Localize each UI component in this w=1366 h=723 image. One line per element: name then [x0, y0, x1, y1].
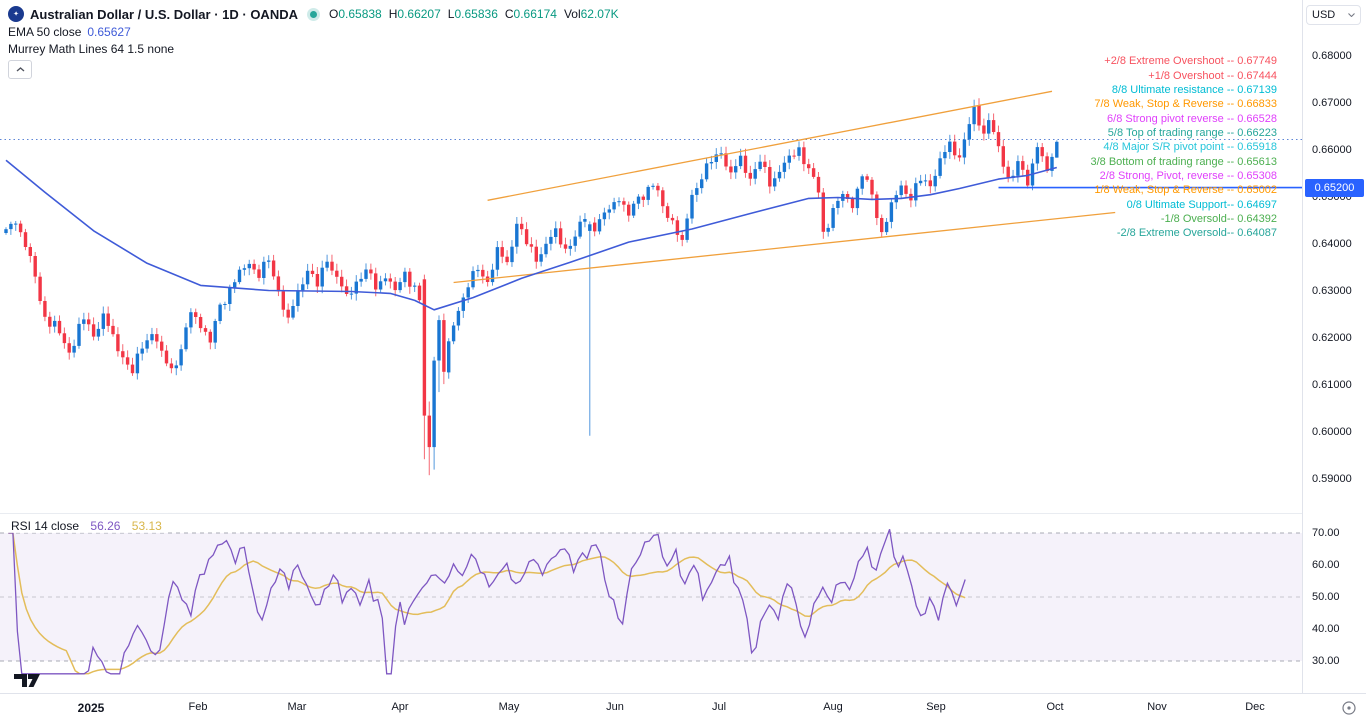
murrey-legend-row[interactable]: Murrey Math Lines 64 1.5 none — [8, 42, 626, 56]
time-label-year: 2025 — [77, 701, 105, 715]
rsi-label: RSI 14 close — [11, 519, 80, 533]
high-value: 0.66207 — [397, 7, 441, 21]
low-value: 0.65836 — [454, 7, 498, 21]
time-label-month: Apr — [391, 701, 409, 713]
murrey-level-label: 4/8 Major S/R pivot point -- 0.65918 — [1103, 141, 1277, 154]
time-label-month: Feb — [188, 701, 208, 713]
murrey-label: Murrey Math Lines 64 1.5 none — [8, 42, 175, 56]
rsi-tick-label: 50.00 — [1312, 591, 1340, 603]
ema-label: EMA 50 close — [8, 25, 82, 39]
ema-legend-row[interactable]: EMA 50 close 0.65627 — [8, 25, 626, 39]
tradingview-logo-icon — [14, 674, 40, 687]
murrey-level-label: 2/8 Strong, Pivot, reverse -- 0.65308 — [1099, 170, 1277, 183]
open-value: 0.65838 — [338, 7, 382, 21]
price-tick-label: 0.68000 — [1312, 50, 1352, 62]
legend: ✦ Australian Dollar / U.S. Dollar · 1D ·… — [8, 6, 626, 79]
close-value: 0.66174 — [513, 7, 557, 21]
murrey-level-label: 8/8 Ultimate resistance -- 0.67139 — [1111, 83, 1277, 96]
aud-flag-icon: ✦ — [8, 6, 24, 22]
close-label: C — [504, 7, 514, 21]
rsi-tick-label: 30.00 — [1312, 655, 1340, 667]
high-label: H — [388, 7, 398, 21]
price-tick-label: 0.62000 — [1312, 332, 1352, 344]
ema-value: 0.65627 — [87, 25, 131, 39]
market-status-icon[interactable] — [310, 10, 317, 18]
rsi-tick-label: 70.00 — [1312, 527, 1340, 539]
price-tick-label: 0.59000 — [1312, 473, 1352, 485]
chevron-down-icon — [1348, 13, 1355, 17]
price-tick-label: 0.64000 — [1312, 238, 1352, 250]
murrey-level-label: 6/8 Strong pivot reverse -- 0.66528 — [1107, 112, 1277, 125]
murrey-level-label: -2/8 Extreme Oversold-- 0.64087 — [1116, 227, 1277, 240]
rsi-legend-row[interactable]: RSI 14 close 56.26 53.13 — [8, 519, 165, 533]
murrey-level-label: 3/8 Bottom of trading range -- 0.65613 — [1090, 155, 1277, 168]
target-icon — [1342, 701, 1356, 715]
rsi-value: 56.26 — [90, 519, 121, 533]
time-label-month: Dec — [1245, 701, 1265, 713]
chevron-up-icon — [16, 67, 24, 72]
collapse-indicators-button[interactable] — [8, 60, 32, 79]
ohlc-values: O0.65838 H0.66207 L0.65836 C0.66174 Vol62.07… — [329, 7, 626, 21]
price-axis[interactable]: USD 0.68000 0.67000 0.66000 0.65000 0.64000 0… — [1302, 0, 1366, 693]
murrey-level-label: +2/8 Extreme Overshoot -- 0.67749 — [1104, 55, 1277, 68]
murrey-level-label: 1/8 Weak, Stop & Reverse -- 0.65002 — [1094, 184, 1277, 197]
time-label-month: Aug — [823, 701, 843, 713]
price-tick-label: 0.63000 — [1312, 285, 1352, 297]
tradingview-logo[interactable] — [13, 668, 41, 695]
price-tick-label: 0.61000 — [1312, 379, 1352, 391]
price-tick-label: 0.67000 — [1312, 97, 1352, 109]
currency-dropdown[interactable]: USD — [1306, 5, 1361, 25]
currency-label: USD — [1312, 9, 1336, 21]
time-label-month: Nov — [1147, 701, 1167, 713]
time-label-month: Oct — [1046, 701, 1064, 713]
murrey-level-label: 5/8 Top of trading range -- 0.66223 — [1107, 127, 1277, 140]
time-axis[interactable]: 2025 Feb Mar Apr May Jun Jul Aug Sep Oct Nov Dec — [0, 693, 1366, 723]
murrey-level-label: 7/8 Weak, Stop & Reverse -- 0.66833 — [1094, 98, 1277, 111]
horizontal-line-price-tag[interactable]: 0.65200 — [1305, 178, 1364, 197]
time-label-month: Sep — [926, 701, 946, 713]
open-label: O — [329, 7, 339, 21]
time-label-month: Mar — [287, 701, 307, 713]
price-chart-canvas[interactable] — [0, 0, 1302, 513]
rsi-ma-value: 53.13 — [131, 519, 162, 533]
murrey-level-label: +1/8 Overshoot -- 0.67444 — [1148, 69, 1277, 82]
volume-label: Vol — [563, 7, 581, 21]
murrey-level-label: 0/8 Ultimate Support-- 0.64697 — [1126, 198, 1277, 211]
volume-value: 62.07K — [580, 7, 619, 21]
murrey-level-label: -1/8 Oversold-- 0.64392 — [1160, 213, 1277, 226]
symbol-title: Australian Dollar / U.S. Dollar · 1D · O… — [30, 6, 298, 22]
pane-divider[interactable] — [0, 513, 1302, 514]
rsi-chart-canvas[interactable] — [0, 513, 1302, 693]
go-to-realtime-button[interactable] — [1341, 700, 1357, 721]
rsi-tick-label: 60.00 — [1312, 559, 1340, 571]
time-label-month: Jul — [711, 701, 727, 713]
time-label-month: Jun — [606, 701, 624, 713]
rsi-tick-label: 40.00 — [1312, 623, 1340, 635]
price-tick-label: 0.60000 — [1312, 426, 1352, 438]
low-label: L — [447, 7, 455, 21]
time-label-month: May — [498, 701, 520, 713]
symbol-legend-row[interactable]: ✦ Australian Dollar / U.S. Dollar · 1D ·… — [8, 6, 626, 22]
price-tick-label: 0.66000 — [1312, 144, 1352, 156]
